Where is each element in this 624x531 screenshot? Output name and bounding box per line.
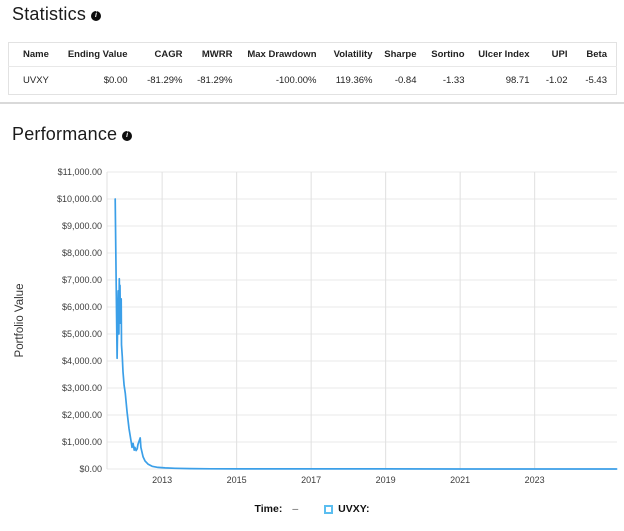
y-tick-label: $11,000.00	[58, 167, 102, 177]
y-tick-label: $7,000.00	[62, 275, 102, 285]
col-header-name: Name	[8, 42, 59, 67]
y-axis-title: Portfolio Value	[14, 284, 26, 358]
y-tick-label: $5,000.00	[62, 329, 102, 339]
col-header-volatility: Volatility	[325, 42, 382, 67]
table-cell: UVXY	[23, 75, 49, 86]
statistics-title: Statistics i	[12, 4, 102, 25]
legend-series-label: UVXY:	[338, 503, 370, 515]
table-cell: -81.29%	[147, 75, 183, 86]
table-cell: 98.71	[505, 75, 530, 86]
col-header-sortino: Sortino	[425, 42, 474, 67]
y-tick-label: $9,000.00	[62, 221, 102, 231]
performance-chart: $0.00 $1,000.00 $2,000.00 $3,000.00 $4,000.0…	[0, 160, 624, 492]
y-tick-label: $8,000.00	[62, 248, 102, 258]
col-header-beta: Beta	[576, 42, 617, 67]
x-tick-label: 2013	[152, 475, 172, 485]
table-cell: 119.36%	[335, 75, 373, 86]
time-label: Time:	[254, 503, 283, 515]
y-tick-label: $1,000.00	[62, 437, 102, 447]
time-value: –	[292, 503, 299, 515]
y-tick-label: $10,000.00	[57, 194, 102, 204]
table-cell: -0.84	[394, 75, 417, 86]
x-tick-label: 2015	[227, 475, 247, 485]
performance-chart-svg: $0.00 $1,000.00 $2,000.00 $3,000.00 $4,000.0…	[14, 167, 618, 485]
x-tick-label: 2021	[450, 475, 470, 485]
col-header-max-drawdown: Max Drawdown	[241, 42, 326, 67]
statistics-title-text: Statistics	[12, 4, 87, 24]
x-tick-label: 2017	[301, 475, 321, 485]
x-tick-label: 2019	[376, 475, 396, 485]
y-tick-label: $4,000.00	[62, 356, 102, 366]
chart-legend: Time: – UVXY:	[0, 503, 624, 515]
performance-title-text: Performance	[12, 124, 118, 144]
y-tick-label: $6,000.00	[62, 302, 102, 312]
col-header-cagr: CAGR	[136, 42, 192, 67]
y-tick-label: $0.00	[79, 464, 102, 474]
table-cell: -1.33	[442, 75, 465, 86]
table-cell: -81.29%	[197, 75, 233, 86]
col-header-mwrr: MWRR	[191, 42, 242, 67]
table-header-row: Name Ending Value CAGR MWRR Max Drawdown Vola…	[8, 42, 617, 67]
table-cell: $0.00	[103, 75, 128, 86]
uvxy-line	[114, 198, 618, 470]
y-tick-label: $3,000.00	[62, 383, 102, 393]
table-cell: -5.43	[585, 75, 607, 86]
col-header-ulcer-index: Ulcer Index	[473, 42, 539, 67]
statistics-table: Name Ending Value CAGR MWRR Max Drawdown Vola…	[8, 42, 617, 95]
info-icon[interactable]: i	[122, 130, 133, 141]
y-tick-label: $2,000.00	[62, 410, 102, 420]
col-header-sharpe: Sharpe	[381, 42, 426, 67]
legend-item-uvxy[interactable]: UVXY:	[324, 503, 369, 515]
legend-swatch	[324, 504, 334, 514]
info-icon[interactable]: i	[91, 10, 102, 21]
table-cell: -100.00%	[275, 75, 317, 86]
section-divider	[0, 102, 624, 104]
x-tick-label: 2023	[525, 475, 545, 485]
col-header-ending-value: Ending Value	[58, 42, 137, 67]
col-header-upi: UPI	[538, 42, 577, 67]
performance-title: Performance i	[12, 124, 133, 145]
table-cell: -1.02	[545, 75, 568, 86]
table-row: UVXY $0.00 -81.29% -81.29% -100.00% 119.36% -0…	[9, 67, 617, 95]
